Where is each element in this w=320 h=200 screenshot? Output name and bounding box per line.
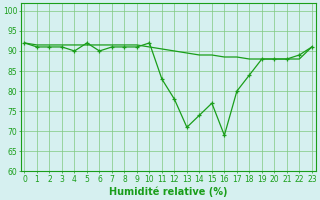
X-axis label: Humidité relative (%): Humidité relative (%) [109, 187, 228, 197]
